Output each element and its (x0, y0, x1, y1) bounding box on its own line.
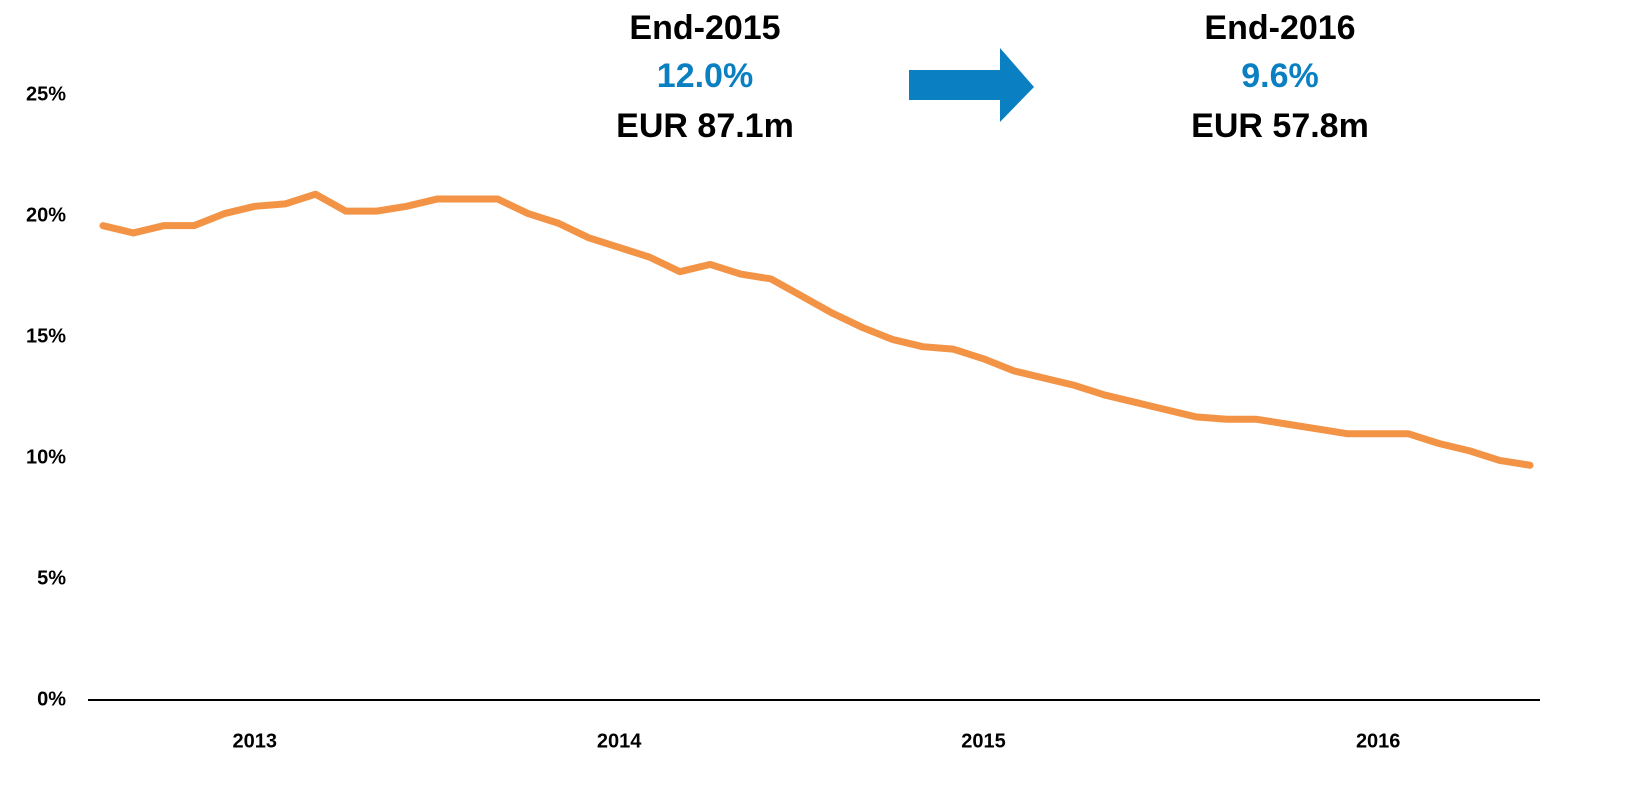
x-tick-label: 2016 (1356, 730, 1401, 752)
annotation-amount: EUR 57.8m (1191, 107, 1369, 145)
x-tick-label: 2015 (961, 730, 1006, 752)
annotation-title: End-2016 (1204, 9, 1355, 47)
y-tick-label: 15% (26, 325, 66, 347)
annotation-value: 12.0% (657, 57, 753, 95)
x-tick-label: 2014 (597, 730, 642, 752)
annotation-title: End-2015 (629, 9, 780, 47)
annotation-amount: EUR 87.1m (616, 107, 794, 145)
y-tick-label: 20% (26, 204, 66, 226)
y-tick-label: 25% (26, 83, 66, 105)
line (99, 190, 1534, 469)
y-tick-label: 0% (37, 688, 66, 710)
annotation-value: 9.6% (1241, 57, 1319, 95)
arrow (909, 48, 1034, 122)
x-tick-label: 2013 (233, 730, 278, 752)
y-tick-label: 5% (37, 567, 66, 589)
y-tick-label: 10% (26, 446, 66, 468)
